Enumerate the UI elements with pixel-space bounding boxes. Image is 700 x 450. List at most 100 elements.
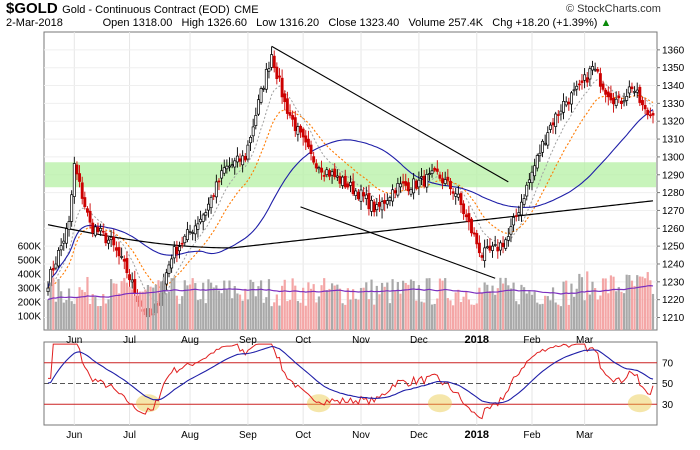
price-candle — [309, 140, 313, 161]
credit-text: © StockCharts.com — [566, 3, 661, 15]
volume-bar — [341, 303, 344, 330]
volume-bar — [470, 304, 473, 330]
price-candle — [548, 122, 552, 133]
ema20-swatch-icon — [44, 70, 51, 73]
candle-body — [330, 171, 334, 176]
candle-body — [222, 167, 226, 174]
candle-body — [377, 202, 381, 207]
candle-body — [120, 256, 124, 258]
price-candle — [364, 186, 368, 206]
price-candle — [138, 294, 142, 314]
volume-bar — [315, 302, 318, 330]
price-candle — [501, 236, 505, 254]
price-candle — [525, 181, 529, 201]
price-candle — [304, 130, 308, 151]
price-candle — [506, 228, 510, 247]
price-candle — [543, 134, 547, 146]
price-candle — [349, 175, 352, 193]
candle-body — [67, 221, 71, 230]
candle-body — [278, 75, 281, 78]
volume-bar — [501, 283, 505, 330]
candle-body — [464, 214, 468, 218]
price-candle — [596, 66, 600, 74]
price-candle — [630, 82, 634, 93]
ma200-swatch-icon — [44, 59, 51, 62]
date-label: 2-Mar-2018 — [6, 17, 63, 29]
candle-body — [412, 178, 416, 194]
price-candle — [288, 104, 292, 119]
candle-body — [556, 114, 560, 116]
candle-body — [114, 247, 118, 251]
price-candle — [477, 235, 481, 258]
candle-body — [567, 101, 571, 105]
price-candle — [230, 158, 234, 169]
candle-body — [520, 201, 523, 216]
price-candle — [246, 140, 250, 162]
price-candle — [577, 79, 581, 91]
candle-body — [622, 100, 626, 103]
candle-body — [512, 217, 516, 226]
volume-bar — [633, 285, 636, 330]
candle-body — [207, 203, 210, 211]
candle-body — [209, 196, 213, 209]
price-candle — [91, 218, 95, 238]
volume-bar — [359, 287, 363, 330]
volume-bar — [436, 298, 439, 330]
volume-bar — [515, 301, 518, 330]
candle-body — [346, 183, 350, 188]
price-candle — [59, 238, 63, 257]
volume-bar — [580, 277, 584, 330]
oversold-highlight — [627, 394, 652, 413]
price-candle — [270, 46, 274, 71]
candle-body — [633, 91, 637, 93]
price-candle — [346, 181, 350, 190]
price-candle — [285, 91, 289, 120]
candle-body — [299, 125, 302, 133]
candle-body — [470, 218, 473, 234]
price-candle — [159, 288, 163, 308]
price-candle — [338, 172, 342, 188]
volume-bar — [570, 283, 573, 330]
candle-body — [514, 215, 518, 217]
price-candle — [57, 247, 60, 268]
close-value: 1323.40 — [359, 17, 400, 29]
candle-body — [301, 128, 305, 138]
legend-ema10: EMA(10) 1324.87 — [44, 77, 159, 88]
price-tick-label: 1360 — [662, 45, 685, 56]
price-candle — [551, 118, 555, 134]
volume-bar — [567, 304, 570, 330]
candle-body — [93, 226, 97, 236]
volume-bar — [499, 277, 502, 330]
candle-body — [143, 308, 147, 316]
candle-body — [217, 180, 221, 183]
candle-body — [591, 66, 594, 71]
candle-body — [343, 175, 347, 188]
candle-body — [583, 74, 587, 81]
volume-bar — [312, 284, 315, 330]
candle-body — [130, 279, 134, 283]
price-candle — [243, 153, 247, 163]
volume-bar — [128, 286, 131, 330]
volume-bar — [644, 278, 647, 330]
volume-bar — [178, 303, 181, 330]
price-candle — [278, 68, 281, 82]
candle-body — [646, 109, 650, 116]
price-candle — [212, 193, 216, 201]
candle-body — [117, 247, 121, 257]
candle-body — [362, 192, 366, 197]
volume-bar — [544, 295, 547, 330]
candle-body — [75, 164, 79, 175]
candle-body — [435, 168, 439, 172]
candle-body — [491, 245, 494, 251]
volume-bar — [167, 291, 171, 330]
volume-bar — [254, 296, 257, 330]
volume-bar — [615, 291, 618, 330]
volume-bar — [183, 280, 186, 330]
candle-body — [488, 245, 492, 251]
volume-bar — [370, 279, 373, 330]
price-candle — [46, 281, 50, 296]
price-candle — [467, 205, 471, 231]
ema50-swatch-icon — [44, 103, 51, 106]
volume-bar — [651, 293, 655, 330]
volume-bar — [112, 283, 115, 330]
